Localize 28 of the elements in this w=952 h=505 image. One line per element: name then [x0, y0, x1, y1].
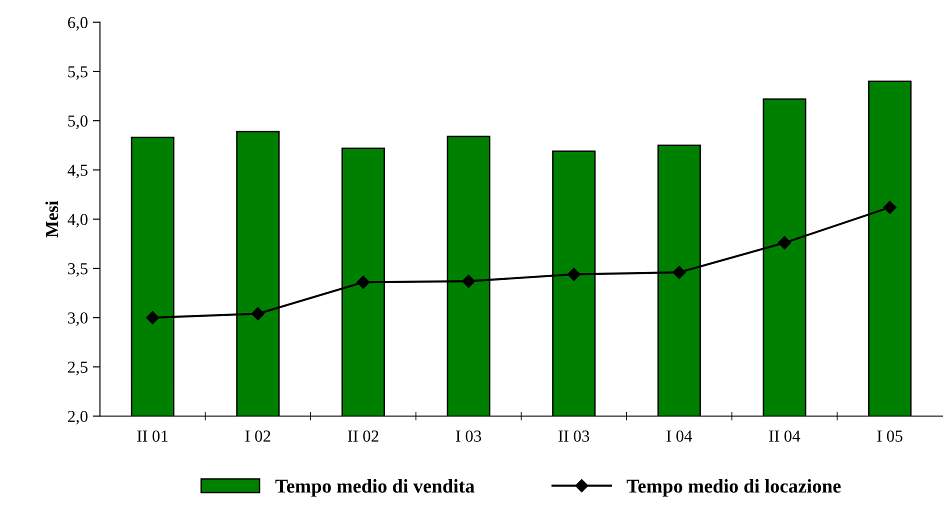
y-axis-title: Mesi: [45, 200, 58, 238]
y-tick-label: 5,0: [68, 115, 88, 130]
point: [778, 236, 792, 250]
x-tick-label: I 05: [877, 430, 902, 442]
point: [672, 266, 686, 279]
y-tick-label: 4,5: [68, 164, 88, 178]
legend-label: Tempo medio di vendita: [275, 479, 474, 497]
legend-label: Tempo medio di locazione: [626, 479, 841, 497]
point: [251, 307, 265, 320]
y-tick-label: 6,0: [68, 16, 88, 31]
y-tick-label: 2,0: [68, 410, 88, 424]
y-tick-label: 4,0: [68, 214, 88, 228]
x-tick-label: I 02: [245, 430, 270, 442]
point: [146, 311, 160, 324]
y-tick-label: 5,5: [68, 66, 88, 80]
point: [567, 268, 580, 281]
x-tick-label: I 03: [456, 430, 482, 442]
y-tick-label: 2,5: [68, 362, 88, 376]
point: [883, 200, 896, 214]
x-tick-label: II 03: [558, 430, 590, 442]
point: [462, 274, 476, 288]
x-tick-label: I 04: [666, 430, 692, 442]
x-tick-label: II 01: [137, 430, 168, 442]
point: [356, 276, 370, 289]
x-tick-label: II 04: [769, 430, 800, 442]
x-tick-label: II 02: [348, 430, 378, 442]
y-tick-label: 3,0: [68, 312, 88, 326]
y-tick-label: 3,5: [68, 263, 88, 277]
